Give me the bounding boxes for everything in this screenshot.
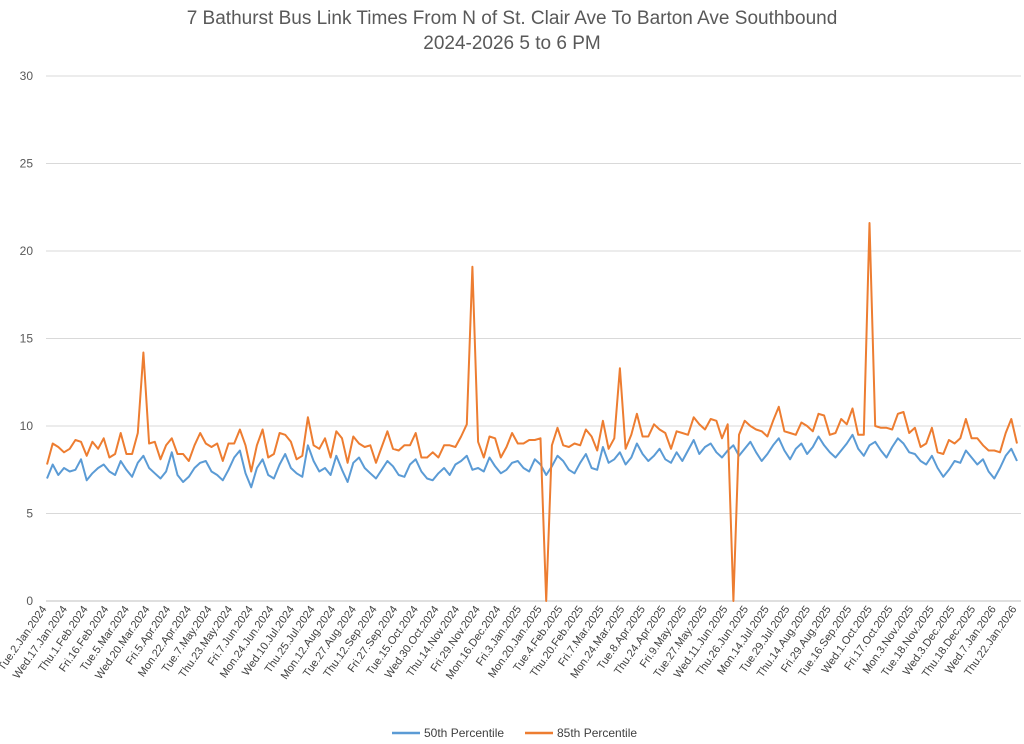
y-tick-label: 20 [20, 244, 34, 258]
series-line-85th-percentile [46, 222, 1018, 602]
chart-title-line1: 7 Bathurst Bus Link Times From N of St. … [186, 8, 838, 29]
y-tick-label: 10 [20, 419, 34, 433]
legend-label-85th: 85th Percentile [557, 726, 637, 740]
series-layer [46, 222, 1018, 602]
y-tick-label: 15 [20, 332, 34, 346]
y-axis: 0 5 10 15 20 25 30 [20, 69, 34, 608]
chart-title-line2: 2024-2026 5 to 6 PM [423, 33, 601, 54]
y-tick-label: 25 [20, 157, 34, 171]
chart-title: 7 Bathurst Bus Link Times From N of St. … [0, 6, 1024, 56]
gridlines [46, 75, 1021, 602]
legend-label-50th: 50th Percentile [424, 726, 504, 740]
y-tick-label: 30 [20, 69, 34, 83]
y-tick-label: 0 [26, 594, 33, 608]
x-axis: Tue.2.Jan.2024Wed.17.Jan.2024Thu.1.Feb.2… [0, 600, 1021, 682]
y-tick-label: 5 [26, 507, 33, 521]
series-line-50th-percentile [46, 433, 1018, 489]
legend: 50th Percentile 85th Percentile [392, 726, 637, 740]
